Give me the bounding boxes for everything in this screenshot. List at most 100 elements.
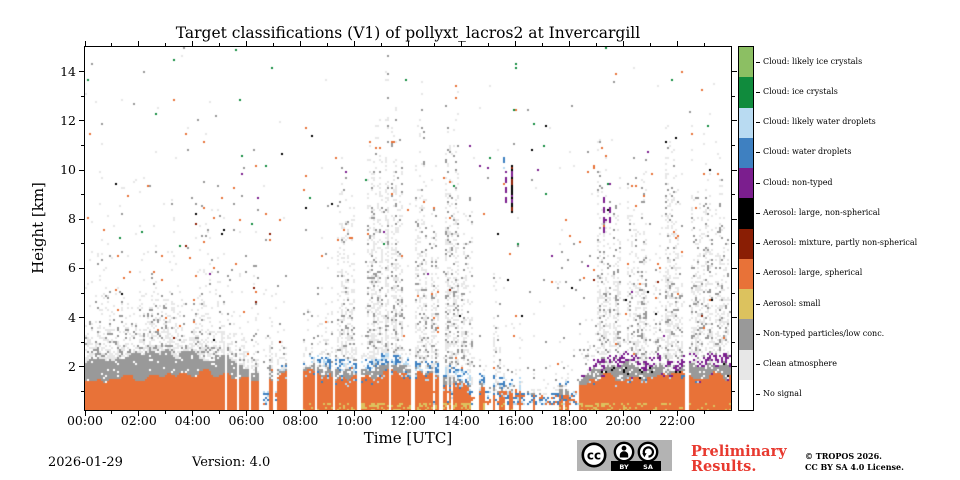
y-minor-tick-right: [732, 391, 735, 393]
legend-label-likely_water: Cloud: likely water droplets: [763, 117, 876, 127]
y-minor-tick: [81, 95, 84, 97]
legend-label-aer_large_ns: Aerosol: large, non-spherical: [763, 207, 881, 217]
y-major-tick-right: [732, 169, 737, 171]
y-minor-tick: [81, 292, 84, 294]
y-major-tick-right: [732, 366, 737, 368]
x-minor-tick: [111, 411, 113, 414]
y-major-tick: [79, 317, 84, 319]
legend-swatch-clean: [739, 349, 753, 380]
x-minor-tick: [326, 411, 328, 414]
y-minor-tick-right: [732, 95, 735, 97]
x-tick-label: 10:00: [336, 413, 373, 428]
x-minor-tick: [488, 411, 490, 414]
x-tick-label: 00:00: [66, 413, 104, 428]
legend-swatch-aer_small: [739, 289, 753, 320]
x-major-tick-top: [569, 41, 570, 46]
legend-label-nosig: No signal: [763, 389, 802, 399]
legend-tick: [756, 122, 760, 124]
x-minor-tick: [272, 411, 274, 414]
preliminary-line1: Preliminary: [691, 443, 787, 460]
x-major-tick: [461, 411, 463, 416]
colorbar: [738, 46, 754, 411]
y-minor-tick: [81, 144, 84, 146]
y-minor-tick: [81, 391, 84, 393]
x-minor-tick: [219, 411, 221, 414]
y-minor-tick-right: [732, 144, 735, 146]
x-major-tick: [192, 411, 194, 416]
y-major-tick: [79, 120, 84, 122]
legend-swatch-water: [739, 137, 753, 168]
x-major-tick-top: [353, 41, 355, 46]
legend-tick: [756, 61, 760, 63]
x-major-tick: [299, 411, 301, 416]
legend-label-aer_mix: Aerosol: mixture, partly non-spherical: [763, 238, 918, 248]
x-minor-tick-top: [272, 43, 274, 46]
x-major-tick: [407, 411, 409, 416]
legend-label-aer_large_s: Aerosol: large, spherical: [763, 268, 863, 278]
legend-tick: [756, 364, 760, 366]
x-major-tick: [138, 411, 140, 416]
y-major-tick-right: [732, 267, 737, 269]
y-major-tick: [79, 267, 84, 269]
x-minor-tick: [649, 411, 651, 414]
x-minor-tick-top: [595, 43, 597, 46]
legend-label-clean: Clean atmosphere: [763, 359, 837, 369]
y-tick-label: 6: [68, 260, 76, 276]
legend-swatch-aer_large_ns: [739, 198, 753, 229]
y-tick-label: 8: [68, 211, 76, 227]
x-major-tick-top: [192, 41, 194, 46]
footer-version: Version: 4.0: [192, 455, 271, 470]
x-major-tick-top: [138, 41, 140, 46]
legend-tick: [756, 212, 760, 214]
legend-swatch-nt_low: [739, 319, 753, 350]
x-minor-tick-top: [326, 43, 328, 46]
legend-tick: [756, 273, 760, 275]
y-tick-label: 2: [68, 358, 76, 374]
legend-swatch-aer_large_s: [739, 258, 753, 289]
x-major-tick: [246, 411, 247, 416]
y-minor-tick-right: [732, 292, 735, 294]
cc-by-label: BY: [619, 463, 629, 471]
x-major-tick-top: [461, 41, 463, 46]
y-minor-tick: [81, 341, 84, 343]
legend-tick: [756, 333, 760, 335]
y-tick-label: 12: [60, 112, 76, 128]
x-tick-label: 22:00: [659, 413, 696, 428]
legend-label-likely_ice: Cloud: likely ice crystals: [763, 56, 863, 66]
legend-label-nt_low: Non-typed particles/low conc.: [763, 328, 885, 338]
x-major-tick: [84, 411, 86, 416]
x-major-tick: [353, 411, 355, 416]
x-major-tick-top: [84, 41, 86, 46]
x-minor-tick-top: [111, 43, 113, 46]
y-major-tick-right: [732, 317, 737, 319]
x-major-tick-top: [246, 41, 247, 46]
plot-area: [84, 46, 732, 411]
copyright-text: © TROPOS 2026. CC BY SA 4.0 License.: [805, 451, 904, 473]
legend-tick: [756, 91, 760, 93]
x-tick-label: 16:00: [497, 413, 534, 428]
x-minor-tick: [380, 411, 382, 414]
classification-canvas: [85, 47, 731, 410]
x-minor-tick: [595, 411, 597, 414]
svg-text:cc: cc: [587, 449, 601, 463]
legend-label-ice: Cloud: ice crystals: [763, 86, 838, 96]
x-major-tick: [676, 411, 678, 416]
legend-swatch-likely_ice: [739, 47, 753, 78]
x-tick-label: 14:00: [443, 413, 480, 428]
x-major-tick-top: [407, 41, 409, 46]
legend-swatch-aer_mix: [739, 228, 753, 259]
legend-tick: [756, 303, 760, 305]
x-minor-tick-top: [703, 43, 705, 46]
legend-swatch-cloud_nt: [739, 168, 753, 199]
x-major-tick-top: [299, 41, 301, 46]
y-major-tick: [79, 169, 84, 171]
x-minor-tick-top: [219, 43, 221, 46]
legend-tick: [756, 152, 760, 154]
cc-icon: [581, 442, 607, 468]
x-minor-tick-top: [649, 43, 651, 46]
y-minor-tick: [81, 194, 84, 196]
cc-sa-label: SA: [643, 463, 653, 471]
cc-sa-arrow-icon: [637, 441, 659, 463]
y-major-tick: [79, 366, 84, 368]
